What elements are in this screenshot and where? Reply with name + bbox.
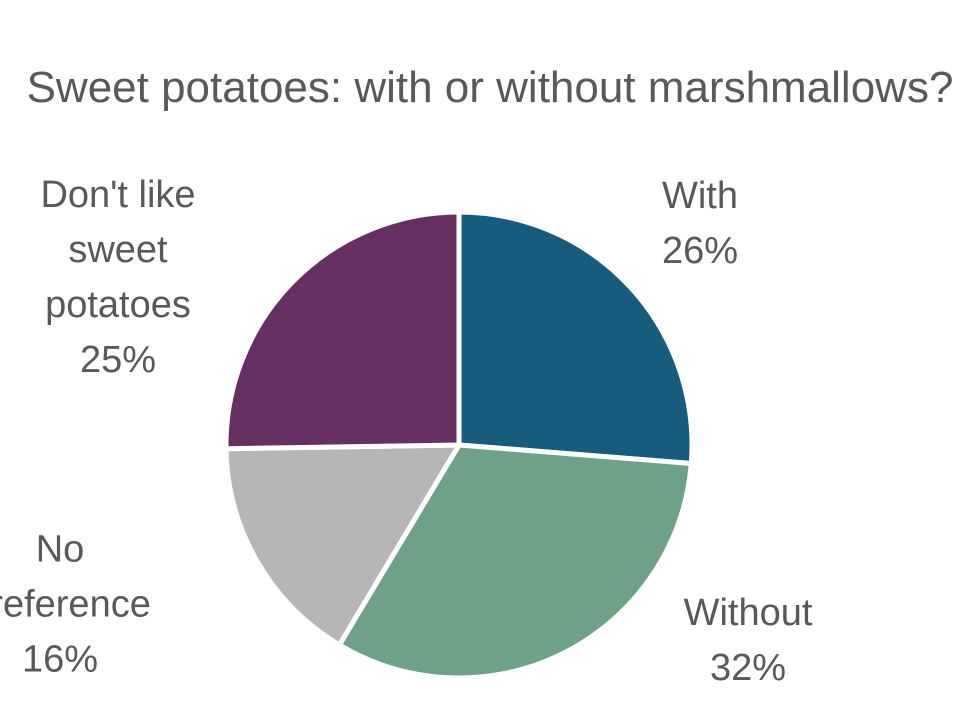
slice-label-dont-like-value: 25% [79,339,157,381]
slice-label-with: With 26% [662,169,738,279]
slice-label-with-value: 26% [661,230,739,272]
slice-label-with-name: With [662,175,738,217]
chart-title: Sweet potatoes: with or without marshmal… [26,63,954,112]
slice-label-without-value: 32% [709,647,787,689]
pie-slice-no-preference [223,442,462,648]
slice-label-dont-like-line3: potatoes [45,284,191,326]
slice-label-dont-like: Don't like sweet potatoes 25% [40,168,195,388]
slice-label-no-preference-line2: preference [0,583,151,626]
slice-label-no-preference-line1: No [35,528,85,571]
slice-label-without-name: Without [683,592,813,634]
pie-slice-without [336,442,694,681]
pie-slice-with [456,209,695,466]
slice-label-dont-like-line1: Don't like [40,174,196,216]
slice-label-dont-like-line2: sweet [68,229,168,271]
slice-label-no-preference-value: 16% [21,638,99,681]
slice-label-without: Without 32% [684,586,813,696]
slice-label-no-preference: No preference 16% [0,523,151,688]
pie-slice-dont-like [223,209,462,452]
